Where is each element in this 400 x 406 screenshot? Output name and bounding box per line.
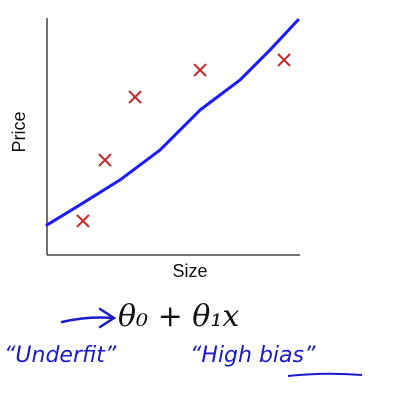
data-point <box>76 214 90 228</box>
arrow <box>60 307 117 329</box>
y-axis-label: Price <box>9 111 29 152</box>
hypothesis-formula: θ₀ + θ₁x <box>118 299 239 334</box>
data-point <box>128 90 142 104</box>
data-point <box>193 63 207 77</box>
data-point <box>277 53 291 67</box>
fit-line <box>45 18 300 227</box>
data-point <box>98 153 112 167</box>
underfit-note: “Underfit” <box>4 343 117 368</box>
high-bias-note: “High bias” <box>190 343 316 368</box>
underline <box>287 372 363 377</box>
x-axis-label: Size <box>172 261 207 281</box>
